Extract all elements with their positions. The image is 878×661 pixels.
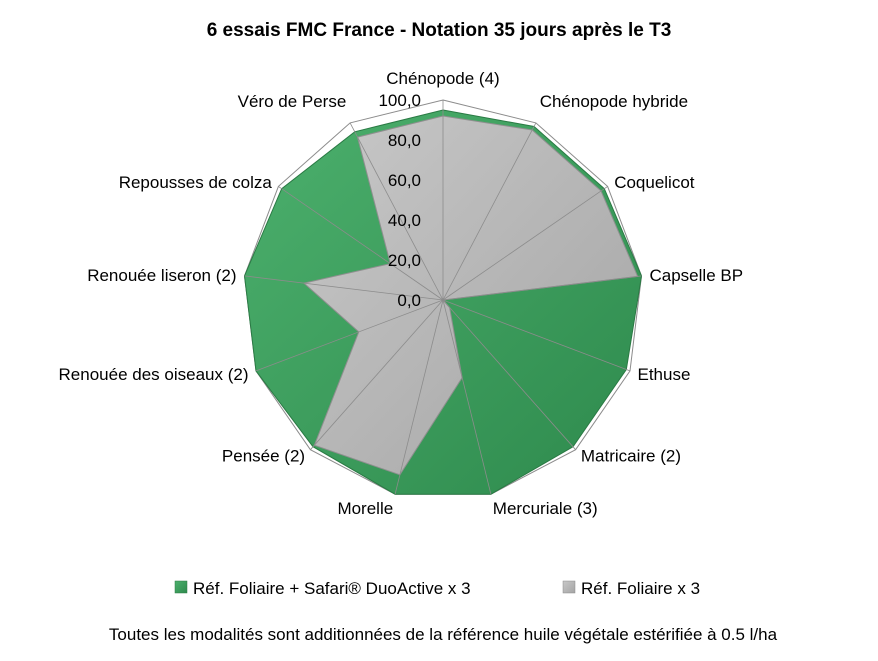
category-label: Chénopode (4) [386, 69, 499, 88]
tick-label: 40,0 [388, 211, 421, 230]
category-label: Morelle [337, 499, 393, 518]
legend: Réf. Foliaire + Safari® DuoActive x 3 Ré… [174, 579, 700, 598]
legend-item-1[interactable]: Réf. Foliaire x 3 [562, 579, 700, 598]
tick-label: 100,0 [378, 91, 421, 110]
legend-swatch-1 [562, 580, 576, 594]
category-labels: Chénopode (4) Chénopode hybride Coquelicot… [59, 69, 744, 518]
tick-label: 0,0 [397, 291, 421, 310]
category-label: Ethuse [638, 365, 691, 384]
category-label: Repousses de colza [119, 173, 273, 192]
tick-label: 20,0 [388, 251, 421, 270]
axis-spoke [442, 186, 608, 301]
axis-spoke [442, 122, 537, 301]
tick-label: 80,0 [388, 131, 421, 150]
category-label: Renouée des oiseaux (2) [59, 365, 249, 384]
category-label: Pensée (2) [222, 447, 305, 466]
chart-title: 6 essais FMC France - Notation 35 jours … [207, 20, 672, 41]
radial-tick-labels: 0,0 20,0 40,0 60,0 80,0 100,0 [378, 91, 421, 310]
axis-spoke [442, 299, 576, 450]
category-label: Capselle BP [650, 266, 744, 285]
category-label: Matricaire (2) [581, 447, 681, 466]
category-label: Chénopode hybride [540, 92, 688, 111]
series-layer [243, 109, 643, 495]
axis-spoke [278, 186, 444, 301]
legend-item-0[interactable]: Réf. Foliaire + Safari® DuoActive x 3 [174, 579, 471, 598]
tick-label: 60,0 [388, 171, 421, 190]
category-label: Coquelicot [614, 173, 695, 192]
category-label: Mercuriale (3) [493, 499, 598, 518]
radar-axes [244, 100, 642, 495]
legend-swatch-0 [174, 580, 188, 594]
category-label: Véro de Perse [238, 92, 347, 111]
axis-spoke [349, 122, 444, 301]
axis-spoke [310, 299, 444, 450]
footnote: Toutes les modalités sont additionnées d… [109, 625, 778, 644]
axis-spoke [442, 275, 642, 301]
legend-label-0: Réf. Foliaire + Safari® DuoActive x 3 [193, 579, 471, 598]
axis-spoke [244, 275, 444, 301]
axis-spoke [442, 299, 492, 495]
axis-spoke [442, 299, 631, 372]
axis-spoke [394, 299, 444, 495]
series-area-1 [302, 115, 639, 476]
legend-label-1: Réf. Foliaire x 3 [581, 579, 700, 598]
category-label: Renouée liseron (2) [87, 266, 236, 285]
axis-spoke [255, 299, 444, 372]
